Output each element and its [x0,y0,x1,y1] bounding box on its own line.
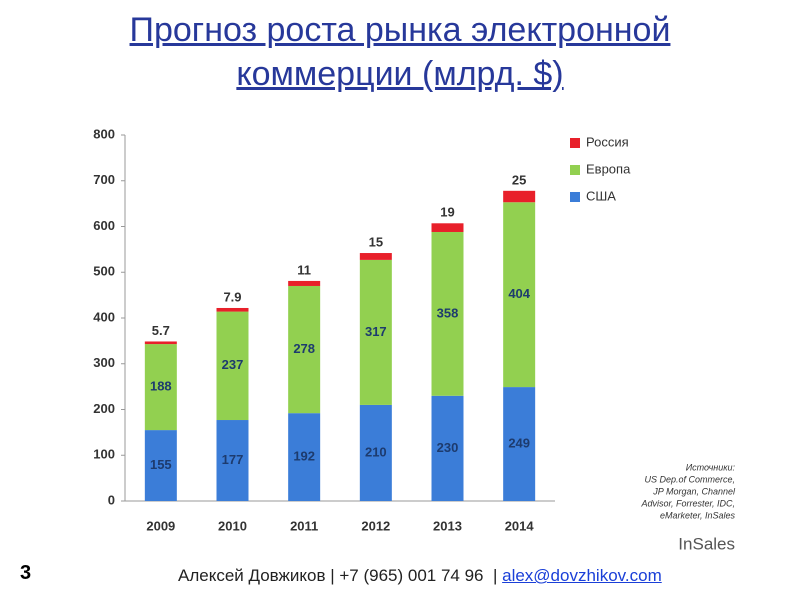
y-tick-label: 600 [93,218,115,233]
legend-swatch [570,192,580,202]
x-tick-label: 2014 [505,518,535,533]
y-tick-label: 700 [93,172,115,187]
data-label: 230 [437,440,459,455]
x-tick-label: 2011 [290,518,318,533]
source-line: JP Morgan, Channel [652,486,736,496]
data-label: 11 [297,262,311,277]
y-tick-label: 0 [108,492,115,507]
bar-segment [503,387,536,501]
x-tick-label: 2009 [146,518,175,533]
slide-title: Прогноз роста рынка электронной коммерци… [129,11,671,93]
legend-label: Россия [586,134,629,149]
legend-swatch [570,138,580,148]
page-number: 3 [20,562,32,584]
bar-segment [431,223,464,232]
bar-segment [503,202,536,388]
bar-segment [144,341,177,345]
x-tick-label: 2013 [433,518,462,533]
source-line: Advisor, Forrester, IDC, [640,498,735,508]
bar-segment [431,231,464,396]
bar-segment [144,344,177,431]
data-label: 210 [365,444,387,459]
data-label: 7.9 [223,289,241,304]
data-label: 249 [508,435,530,450]
bar-segment [503,190,536,203]
data-label: 192 [293,449,315,464]
y-tick-label: 300 [93,355,115,370]
y-tick-label: 500 [93,264,115,279]
y-tick-label: 200 [93,401,115,416]
bar-segment [359,253,392,260]
footer: Алексей Довжиков | +7 (965) 001 74 96 | … [178,566,662,586]
data-label: 278 [293,341,315,356]
bar-segment [359,404,392,501]
bar-segment [359,259,392,405]
footer-text: Алексей Довжиков | +7 (965) 001 74 96 | [178,566,498,585]
source-line: US Dep.of Commerce, [644,474,735,484]
bar-segment [216,307,249,312]
data-label: 25 [512,172,526,187]
logo: InSales [678,534,735,553]
data-label: 5.7 [152,323,170,338]
bar-segment [144,430,177,501]
data-label: 188 [150,379,172,394]
y-tick-label: 100 [93,447,115,462]
source-line: Источники: [686,462,736,472]
legend-label: Европа [586,161,631,176]
data-label: 237 [222,357,244,372]
data-label: 155 [150,457,172,472]
data-label: 358 [437,305,459,320]
data-label: 19 [440,205,454,220]
source-line: eMarketer, InSales [660,510,736,520]
bar-segment [288,285,321,414]
email-link[interactable]: alex@dovzhikov.com [502,566,662,585]
x-tick-label: 2012 [361,518,390,533]
bar-segment [216,420,249,501]
data-label: 177 [222,452,244,467]
data-label: 317 [365,324,387,339]
bar-segment [431,395,464,501]
legend-swatch [570,165,580,175]
y-tick-label: 400 [93,309,115,324]
x-tick-label: 2010 [218,518,247,533]
data-label: 15 [369,234,383,249]
bar-segment [288,413,321,501]
bar-segment [288,280,321,286]
bar-segment [216,311,249,421]
legend-label: США [586,188,616,203]
data-label: 404 [508,286,530,301]
y-tick-label: 800 [93,126,115,141]
